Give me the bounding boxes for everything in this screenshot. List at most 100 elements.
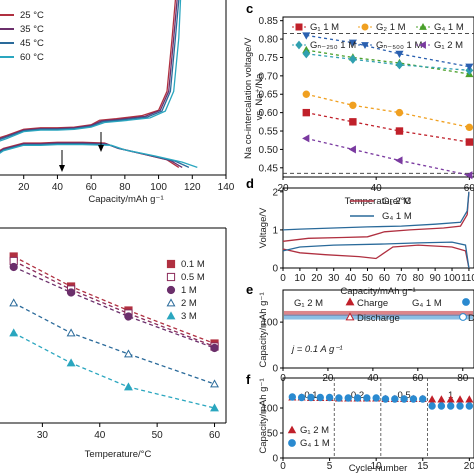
panel-f-point-1-6 <box>344 394 352 402</box>
panel-c-legend-marker-0 <box>295 23 303 31</box>
panel-c-point-1-3 <box>465 123 474 132</box>
panel-c-fit-line-5 <box>306 137 470 176</box>
panel-d-xtick-label-9: 90 <box>430 273 442 284</box>
panel-f-xtick-label-3: 15 <box>417 461 429 472</box>
panel-c-legend-marker-1 <box>361 23 369 31</box>
panel-c-point-5-0 <box>302 134 310 143</box>
panel-d-xtick-label-11: 110 <box>461 273 474 284</box>
panel-f-point-1-2 <box>307 393 315 402</box>
panel-f-xtick-label-2: 10 <box>371 461 383 472</box>
panel-f-point-1-1 <box>297 393 306 402</box>
panel-b-point-2-3 <box>210 343 219 353</box>
panel-a-charge-curve-2 <box>0 0 180 141</box>
panel-d-xtick-label-5: 50 <box>362 273 374 284</box>
panel-f-point-1-14 <box>419 395 427 403</box>
panel-c-point-5-3 <box>465 171 473 180</box>
panel-f-ytick-label-2: 100 <box>261 404 278 415</box>
panel-e-legend-label-0: G₁ 2 M <box>294 298 323 309</box>
panel-c-point-4-3 <box>465 63 474 71</box>
panel-b-legend-marker-4 <box>166 311 176 320</box>
panel-f: f 0 50 100 0 5 10 15 20 Capacity/mAh g⁻¹ Cycle… <box>246 372 474 474</box>
panel-d-xtick-label-0: 0 <box>280 273 286 284</box>
panel-c-point-1-0 <box>302 90 310 98</box>
panel-c-fit-line-2 <box>306 49 470 75</box>
panel-c-ylabel-line1: Na co-intercalation voltage/V <box>243 37 254 159</box>
panel-d-xtick-label-6: 60 <box>379 273 391 284</box>
panel-f-point-1-11 <box>391 395 399 403</box>
panel-d-ytick-label-1: 1 <box>272 225 278 236</box>
panel-c-legend-label-2: G₄ 1 M <box>434 22 464 33</box>
panel-f-ytick-label-0: 0 <box>272 454 278 465</box>
panel-d-xtick-label-3: 30 <box>328 273 340 284</box>
panel-c-legend-label-5: G₁ 2 M <box>434 40 463 51</box>
panel-f-point-0-19 <box>465 395 474 403</box>
panel-c-ytick-label-8: 0.85 <box>259 16 279 27</box>
panel-f-point-1-13 <box>409 395 418 403</box>
panel-f-point-1-0 <box>288 393 297 401</box>
panel-c-legend-label-1: G₂ 1 M <box>376 22 406 33</box>
panel-c-fit-line-1 <box>306 93 470 128</box>
panel-f-point-1-10 <box>381 395 390 403</box>
panel-a-discharge-curve-1 <box>0 142 183 168</box>
panel-b-xtick-label-3: 60 <box>209 430 221 441</box>
panel-a-arrowhead-right <box>98 145 104 152</box>
panel-a-xlabel: Capacity/mAh g⁻¹ <box>88 194 163 205</box>
panel-c-point-4-2 <box>395 50 404 59</box>
panel-c-frame <box>282 16 474 178</box>
panel-b-xtick-label-1: 40 <box>94 430 106 441</box>
panel-b-legend-marker-0 <box>166 259 176 269</box>
panel-f-point-0-16 <box>437 395 446 403</box>
panel-e-ytick-label-1: 100 <box>261 318 278 329</box>
panel-e-legend-g4-marker <box>462 298 470 306</box>
panel-f-point-0-15 <box>428 395 437 403</box>
panel-f-frame <box>282 377 474 459</box>
panel-b-xtick-label-0: 30 <box>37 430 49 441</box>
panel-b-point-4-2 <box>124 382 133 391</box>
panel-d: d 0 1 2 0 10 20 30 40 50 60 70 80 90100110 Voltage/… <box>246 176 474 297</box>
panel-c-label: c <box>246 1 253 16</box>
panel-f-point-1-8 <box>363 394 371 402</box>
panel-d-xtick-label-4: 40 <box>345 273 357 284</box>
panel-a-xtick-label-5: 120 <box>184 182 201 193</box>
panel-e-legend-label-1: Charge <box>357 298 388 309</box>
panel-b-fit-line-2 <box>13 266 215 349</box>
panel-b-point-4-3 <box>210 403 219 412</box>
panel-c-ytick-label-2: 0.55 <box>259 127 279 138</box>
panel-f-point-1-12 <box>400 395 408 403</box>
panel-c-point-0-0 <box>302 108 310 117</box>
panel-c-point-3-0 <box>302 49 311 59</box>
panel-b-xlabel: Temperature/°C <box>85 449 152 460</box>
panel-a-xtick-label-1: 40 <box>52 182 64 193</box>
panel-a-xtick-label-0: 20 <box>18 182 30 193</box>
panel-b-legend-marker-1 <box>166 272 176 282</box>
panel-e-cycle-band-1 <box>284 314 473 320</box>
panel-a-discharge-curve-3 <box>0 143 198 169</box>
panel-b-point-3-0 <box>9 298 19 307</box>
panel-f-legend-label-1: G₄ 1 M <box>300 438 330 449</box>
panel-f-point-1-16 <box>437 402 446 410</box>
panel-b-point-3-1 <box>66 328 76 337</box>
panel-d-charge-curve-0 <box>282 191 470 242</box>
panel-d-legend-label-1: G₄ 1 M <box>382 211 412 222</box>
panel-c-legend-label-0: G₁ 1 M <box>310 22 339 33</box>
panel-f-point-1-5 <box>335 394 343 402</box>
panel-c-point-5-1 <box>348 145 356 154</box>
panel-a-xtick-label-3: 80 <box>119 182 131 193</box>
panel-e-legend-charge-marker <box>345 297 355 306</box>
panel-d-charge-curve-1 <box>282 191 470 231</box>
panel-c-ytick-label-3: 0.60 <box>259 108 279 119</box>
panel-c-ytick-label-6: 0.75 <box>259 53 279 64</box>
panel-a-charge-curve-0 <box>0 0 177 139</box>
panel-d-legend-label-0: G₁ 2 M <box>382 196 411 207</box>
panel-f-label: f <box>246 372 251 387</box>
panel-b-point-2-0 <box>9 262 18 272</box>
panel-f-xtick-label-4: 20 <box>464 461 474 472</box>
panel-a-legend-label-3: 60 °C <box>20 52 44 63</box>
panel-b-legend-label-4: 3 M <box>181 311 197 322</box>
panel-f-point-0-17 <box>446 395 455 403</box>
panel-f-point-1-4 <box>325 393 334 402</box>
panel-c-legend-marker-3 <box>295 40 303 50</box>
panel-c-point-0-2 <box>395 127 404 135</box>
panel-f-point-1-15 <box>428 402 436 410</box>
panel-c-legend-marker-4 <box>361 42 369 50</box>
